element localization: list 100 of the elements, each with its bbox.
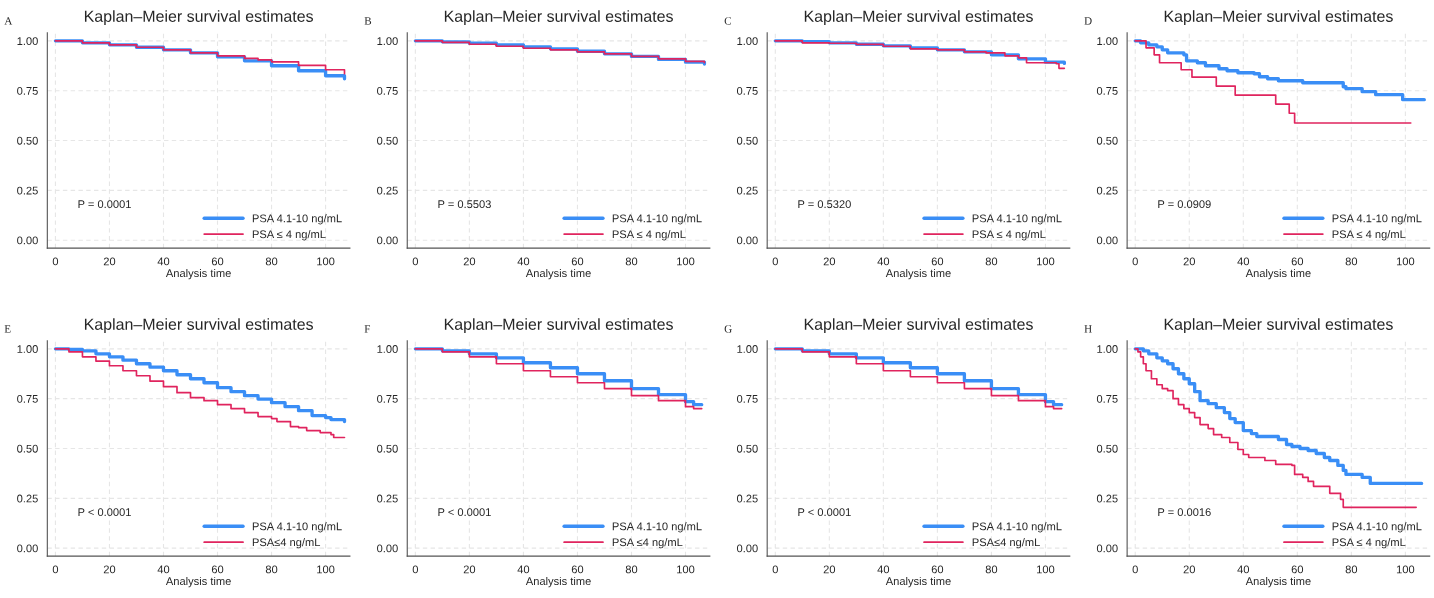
x-tick-label: 100 — [317, 565, 335, 574]
y-tick-label: 0.50 — [377, 444, 398, 453]
x-tick-label: 100 — [677, 565, 695, 574]
x-tick-label: 100 — [1037, 565, 1055, 574]
legend-label: PSA 4.1-10 ng/mL — [1332, 522, 1422, 533]
chart-title: Kaplan–Meier survival estimates — [84, 10, 313, 26]
text: F — [364, 325, 371, 333]
annotation: P < 0.0001 — [438, 508, 491, 517]
x-axis-title: Analysis time — [525, 268, 591, 280]
x-tick-label: 60 — [931, 565, 944, 574]
y-tick-label: 0.75 — [377, 394, 398, 403]
x-tick-label: 40 — [157, 257, 170, 266]
y-tick-label: 0.00 — [736, 236, 758, 245]
text: G — [724, 325, 732, 333]
y-tick-label: 0.25 — [736, 494, 758, 503]
x-tick-label: 20 — [103, 565, 116, 574]
y-tick-label: 0.50 — [736, 136, 758, 145]
y-tick-label: 0.25 — [17, 494, 38, 503]
chart-title: Kaplan–Meier survival estimates — [804, 318, 1033, 334]
legend-label: PSA ≤ 4 ng/mL — [1332, 538, 1406, 549]
legend-label: PSA 4.1-10 ng/mL — [612, 214, 702, 225]
x-tick-label: 60 — [1291, 565, 1304, 574]
x-tick-label: 40 — [877, 257, 890, 266]
x-tick-label: 80 — [625, 257, 638, 266]
y-tick-label: 0.25 — [377, 186, 398, 195]
x-tick-label: 60 — [571, 565, 584, 574]
x-tick-label: 40 — [1237, 565, 1250, 574]
y-tick-label: 0.50 — [17, 136, 38, 145]
x-tick-label: 80 — [985, 257, 998, 266]
x-tick-label: 60 — [211, 565, 224, 574]
text: B — [364, 17, 372, 25]
x-tick-label: 100 — [1396, 565, 1415, 574]
annotation: P = 0.0001 — [78, 200, 131, 209]
chart-title: Kaplan–Meier survival estimates — [804, 10, 1033, 26]
x-axis-title: Analysis time — [1245, 268, 1311, 280]
x-tick-label: 20 — [463, 565, 476, 574]
y-tick-label: 0.75 — [377, 86, 398, 95]
chart-title: Kaplan–Meier survival estimates — [1164, 318, 1393, 334]
x-axis-title: Analysis time — [885, 576, 951, 588]
y-tick-label: 1.00 — [377, 345, 398, 353]
y-tick-label: 0.75 — [1096, 86, 1118, 95]
y-tick-label: 0.00 — [377, 544, 398, 553]
legend-label: PSA ≤ 4 ng/mL — [252, 230, 326, 241]
y-tick-label: 0.25 — [1096, 186, 1118, 195]
x-tick-label: 100 — [317, 257, 335, 266]
text: A — [4, 17, 13, 25]
x-axis-title: Analysis time — [525, 576, 591, 588]
x-tick-label: 0 — [52, 565, 59, 574]
x-tick-label: 40 — [877, 565, 890, 574]
legend-label: PSA ≤ 4 ng/mL — [612, 230, 686, 241]
legend-label: PSA ≤4 ng/mL — [612, 538, 683, 549]
text: C — [724, 17, 731, 25]
legend-label: PSA≤4 ng/mL — [252, 538, 321, 549]
x-tick-label: 40 — [517, 565, 530, 574]
x-tick-label: 80 — [985, 565, 998, 574]
x-tick-label: 80 — [1345, 565, 1358, 574]
x-tick-label: 80 — [625, 565, 638, 574]
annotation: P = 0.0909 — [1158, 200, 1211, 209]
x-tick-label: 0 — [1132, 257, 1138, 266]
y-tick-label: 0.25 — [1096, 494, 1118, 503]
y-tick-label: 0.00 — [1096, 236, 1118, 245]
chart-title: Kaplan–Meier survival estimates — [1164, 10, 1393, 26]
x-axis-title: Analysis time — [165, 576, 231, 588]
x-tick-label: 60 — [211, 257, 224, 266]
x-tick-label: 40 — [517, 257, 530, 266]
legend-label: PSA 4.1-10 ng/mL — [612, 522, 702, 533]
legend-label: PSA ≤ 4 ng/mL — [1332, 230, 1406, 241]
legend-label: PSA ≤ 4 ng/mL — [972, 230, 1046, 241]
x-axis-title: Analysis time — [165, 268, 231, 280]
x-tick-label: 20 — [1183, 257, 1196, 266]
legend-label: PSA 4.1-10 ng/mL — [1332, 214, 1422, 225]
x-tick-label: 40 — [157, 565, 170, 574]
y-tick-label: 0.00 — [1096, 544, 1118, 553]
x-tick-label: 0 — [412, 565, 419, 574]
y-tick-label: 0.50 — [377, 136, 398, 145]
y-tick-label: 0.50 — [17, 444, 38, 453]
x-tick-label: 20 — [823, 565, 836, 574]
y-tick-label: 0.75 — [17, 86, 38, 95]
y-tick-label: 0.25 — [377, 494, 398, 503]
x-tick-label: 100 — [1396, 257, 1415, 266]
legend-label: PSA 4.1-10 ng/mL — [252, 522, 342, 533]
annotation: P = 0.0016 — [1158, 508, 1211, 517]
y-tick-label: 0.50 — [1096, 136, 1118, 145]
y-tick-label: 0.25 — [17, 186, 38, 195]
text: H — [1084, 325, 1092, 333]
legend-label: PSA 4.1-10 ng/mL — [252, 214, 342, 225]
x-tick-label: 20 — [1183, 565, 1196, 574]
x-tick-label: 0 — [52, 257, 59, 266]
x-tick-label: 60 — [1291, 257, 1304, 266]
x-tick-label: 0 — [772, 257, 778, 266]
x-tick-label: 0 — [412, 257, 419, 266]
x-tick-label: 80 — [265, 565, 278, 574]
y-tick-label: 1.00 — [17, 345, 38, 353]
text: D — [1084, 17, 1092, 25]
y-tick-label: 0.25 — [736, 186, 758, 195]
x-axis-title: Analysis time — [1245, 576, 1311, 588]
x-tick-label: 20 — [103, 257, 116, 266]
legend-label: PSA≤4 ng/mL — [972, 538, 1040, 549]
x-tick-label: 100 — [1037, 257, 1055, 266]
y-tick-label: 0.00 — [736, 544, 758, 553]
